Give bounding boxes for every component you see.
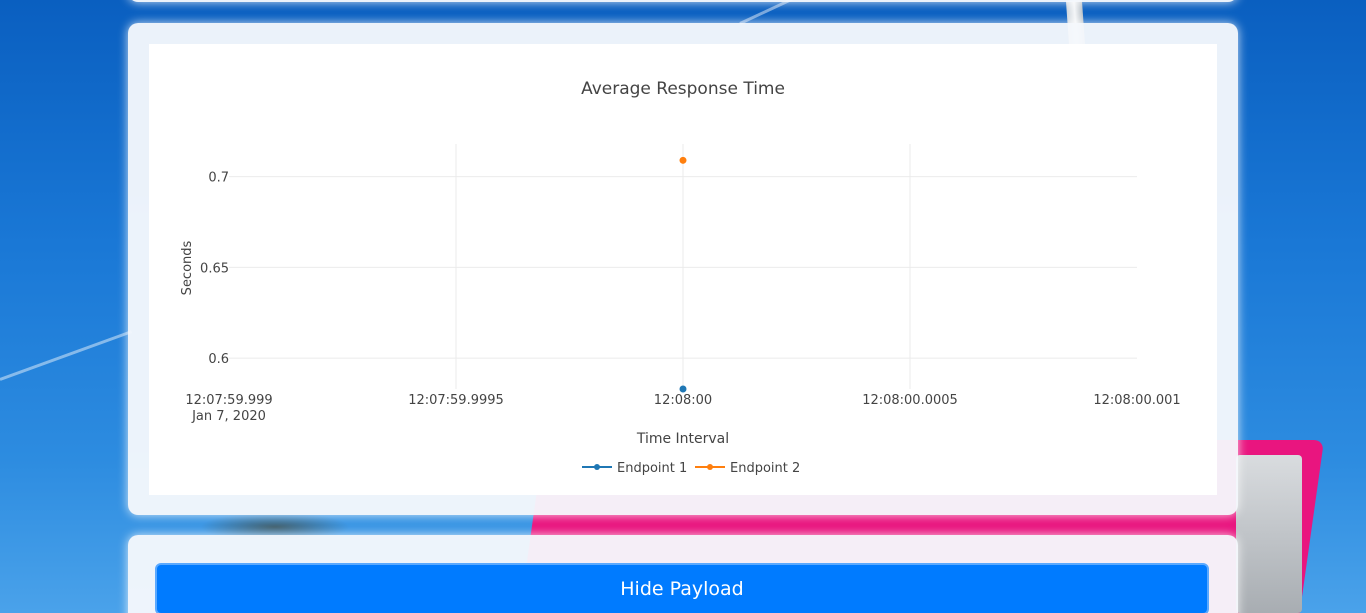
x-tick-label: 12:08:00.001 xyxy=(1093,393,1180,408)
hide-payload-button[interactable]: Hide Payload xyxy=(155,563,1209,613)
background-plate xyxy=(1236,455,1302,613)
x-axis-label: Time Interval xyxy=(636,431,729,447)
chart-panel: Average Response Time 0.6 0.65 0.7 12:07:5… xyxy=(149,44,1217,495)
payload-card: Hide Payload xyxy=(128,535,1238,613)
chart-card: Average Response Time 0.6 0.65 0.7 12:07:5… xyxy=(128,23,1238,515)
legend-swatch-marker xyxy=(707,464,713,470)
x-tick-label: 12:08:00.0005 xyxy=(862,393,958,408)
x-tick-label: 12:08:00 xyxy=(654,393,712,408)
y-tick-label: 0.6 xyxy=(208,352,229,367)
legend-label: Endpoint 2 xyxy=(730,461,800,476)
data-point xyxy=(679,156,687,164)
background-contrail xyxy=(0,330,133,381)
legend-swatch-marker xyxy=(594,464,600,470)
top-card xyxy=(128,0,1238,2)
y-axis-label: Seconds xyxy=(180,240,195,295)
y-tick-label: 0.7 xyxy=(208,171,229,186)
x-tick-label: 12:07:59.999 xyxy=(185,393,272,408)
legend-label: Endpoint 1 xyxy=(617,461,687,476)
response-time-chart: Average Response Time 0.6 0.65 0.7 12:07:5… xyxy=(180,79,1181,476)
chart-title: Average Response Time xyxy=(581,79,785,99)
y-tick-label: 0.65 xyxy=(200,261,229,276)
x-axis-sublabel: Jan 7, 2020 xyxy=(191,409,266,424)
x-tick-label: 12:07:59.9995 xyxy=(408,393,504,408)
background-contrail xyxy=(739,0,796,25)
data-point xyxy=(679,385,687,393)
